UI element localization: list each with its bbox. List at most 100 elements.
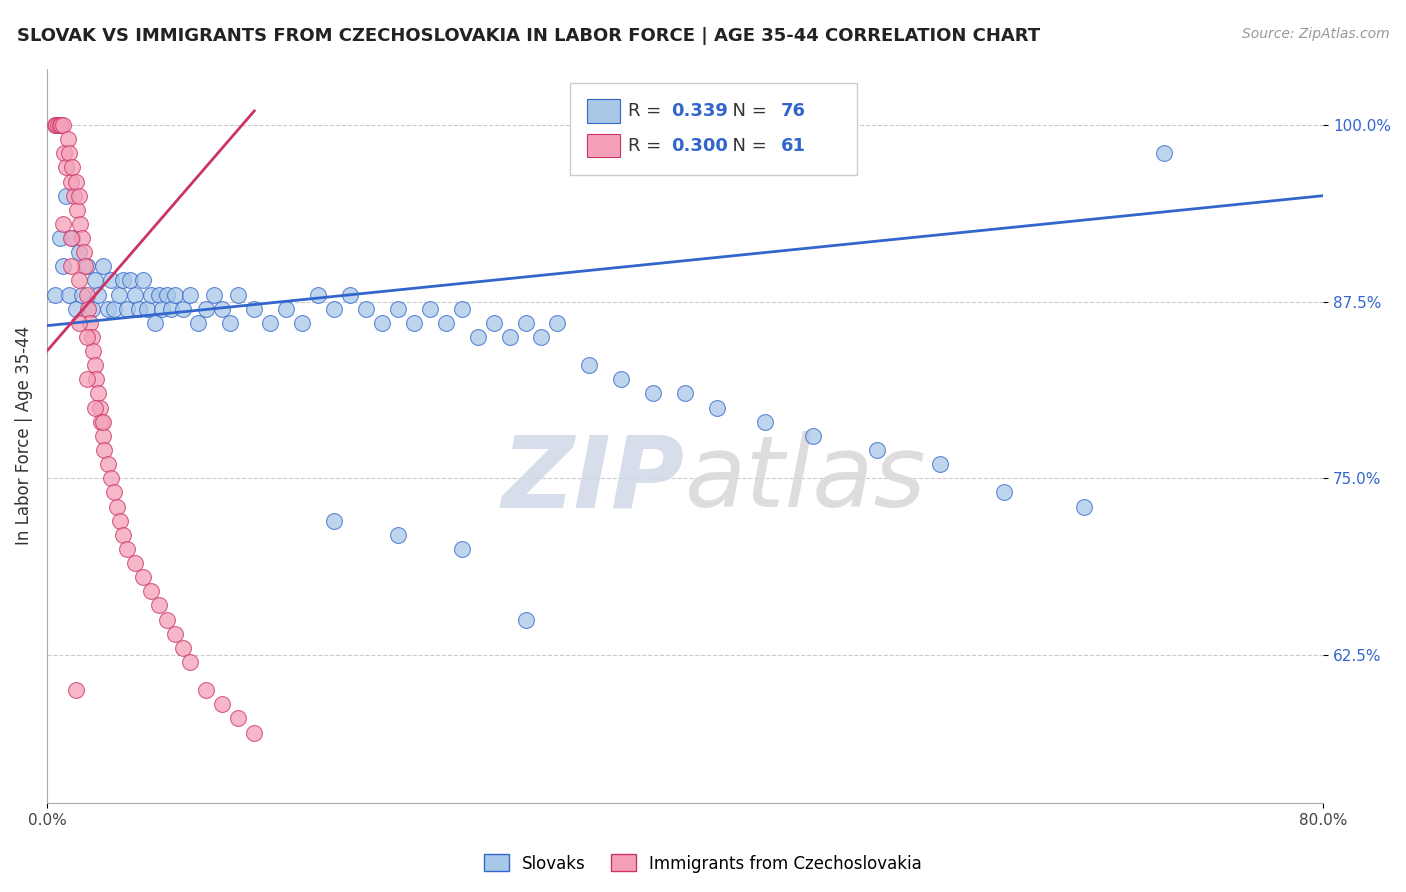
Point [155,287,177,301]
Point [202,287,225,301]
Text: ZIP: ZIP [502,432,685,528]
Point [179,655,201,669]
Point [307,287,329,301]
Legend: Slovaks, Immigrants from Czechoslovakia: Slovaks, Immigrants from Czechoslovakia [477,847,929,880]
Text: atlas: atlas [685,432,927,528]
Point [195,301,218,316]
Point [107,287,129,301]
Point [228,287,250,301]
Point [801,429,824,443]
Text: R =: R = [627,136,666,154]
Point [187,316,209,330]
Point [83,401,105,415]
Point [323,301,346,316]
Point [70,287,93,301]
Point [115,541,138,556]
Point [46,118,69,132]
Point [291,316,314,330]
Point [93,442,115,457]
Point [993,485,1015,500]
FancyBboxPatch shape [571,83,858,175]
Point [259,316,281,330]
Point [80,301,103,316]
Text: N =: N = [721,102,772,120]
Point [66,202,89,217]
Point [58,146,80,161]
Point [467,330,489,344]
Point [482,316,505,330]
Point [44,287,66,301]
Point [65,301,87,316]
Point [754,415,776,429]
Point [83,273,105,287]
Point [56,132,79,146]
Point [172,640,194,655]
Point [48,231,70,245]
Point [80,330,103,344]
Point [63,188,86,202]
Point [643,386,665,401]
Point [610,372,633,386]
Point [387,528,409,542]
Point [118,273,141,287]
Point [96,457,118,471]
Point [65,683,87,698]
Point [44,118,66,132]
Point [83,358,105,372]
Point [450,541,472,556]
FancyBboxPatch shape [586,134,620,157]
Point [148,599,170,613]
Y-axis label: In Labor Force | Age 35-44: In Labor Force | Age 35-44 [15,326,32,545]
Point [131,273,153,287]
Point [91,415,114,429]
Point [112,273,135,287]
Point [148,287,170,301]
Point [48,118,70,132]
Point [76,260,98,274]
Text: 0.300: 0.300 [671,136,728,154]
Point [145,316,167,330]
Point [76,330,98,344]
Point [172,301,194,316]
Point [219,316,242,330]
Point [155,613,177,627]
Point [179,287,201,301]
Point [131,570,153,584]
Point [136,301,159,316]
Point [55,161,77,175]
Point [110,514,132,528]
Point [160,301,183,316]
Point [515,613,537,627]
Point [87,386,110,401]
Point [76,287,98,301]
Point [112,528,135,542]
Point [59,175,82,189]
Point [91,429,114,443]
Point [673,386,696,401]
Point [419,301,441,316]
Point [53,146,76,161]
Point [450,301,472,316]
Point [103,301,125,316]
Point [387,301,409,316]
Point [105,500,128,514]
Text: 0.339: 0.339 [671,102,728,120]
Point [402,316,425,330]
Point [100,471,122,485]
Point [76,372,98,386]
Point [59,231,82,245]
Point [276,301,298,316]
Point [1153,146,1175,161]
Text: 76: 76 [780,102,806,120]
Point [515,316,537,330]
Text: N =: N = [721,136,772,154]
Point [77,301,100,316]
Point [67,245,90,260]
Point [211,698,233,712]
Point [1073,500,1095,514]
Point [371,316,394,330]
Point [62,231,84,245]
Point [530,330,553,344]
FancyBboxPatch shape [586,99,620,123]
Point [100,273,122,287]
